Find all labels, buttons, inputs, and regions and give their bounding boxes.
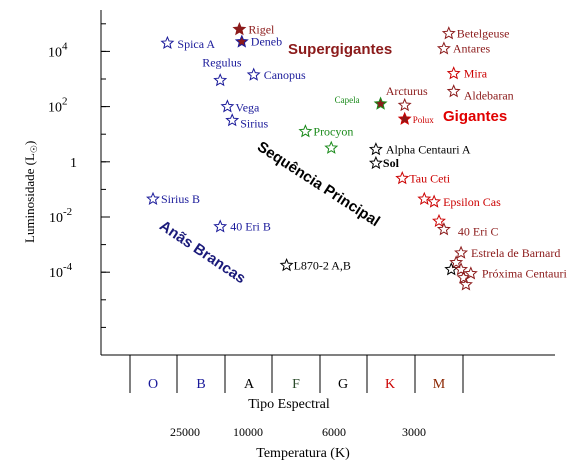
star-marker bbox=[441, 26, 456, 40]
y-axis-label-close: ) bbox=[22, 141, 37, 145]
y-tick-base: 10 bbox=[48, 45, 62, 60]
star-label: Sirius B bbox=[161, 192, 200, 206]
y-tick-exp: -2 bbox=[63, 206, 72, 218]
region-labels: Supergigantes Gigantes Sequência Principal… bbox=[156, 41, 507, 287]
star-marker bbox=[225, 113, 240, 127]
star-marker bbox=[234, 34, 249, 48]
star-marker bbox=[246, 67, 261, 81]
x-tick-label: A bbox=[244, 377, 255, 392]
y-tick-exp: 4 bbox=[62, 40, 68, 52]
star-label: Procyon bbox=[313, 124, 353, 138]
y-tick-label: 1 bbox=[70, 156, 77, 171]
region-label: Gigantes bbox=[443, 108, 507, 125]
star-marker bbox=[463, 266, 478, 280]
star-label: Tau Ceti bbox=[409, 171, 450, 185]
star-label: Betelgeuse bbox=[457, 26, 510, 40]
star-label: 40 Eri B bbox=[230, 220, 271, 234]
temperature-tick-label: 6000 bbox=[322, 425, 346, 439]
region-label: Supergigantes bbox=[288, 41, 392, 58]
y-tick-label: 10-4 bbox=[49, 261, 73, 281]
star-marker bbox=[446, 84, 461, 98]
temperature-tick-label: 10000 bbox=[233, 425, 263, 439]
y-axis-label-main: Luminosidade (L bbox=[22, 153, 37, 243]
y-tick-base: 10 bbox=[48, 101, 62, 116]
star-marker bbox=[368, 155, 383, 170]
star-marker bbox=[397, 97, 412, 112]
star-marker bbox=[298, 124, 313, 138]
region-label: Sequência Principal bbox=[254, 138, 383, 230]
star-marker bbox=[373, 96, 388, 110]
star-marker bbox=[279, 257, 294, 272]
x-tick-label: K bbox=[385, 377, 395, 392]
star-marker bbox=[458, 277, 473, 291]
star-label: Próxima Centauri bbox=[482, 267, 568, 281]
star-label: L870-2 A,B bbox=[294, 258, 351, 272]
star-marker bbox=[446, 66, 461, 80]
x-tick-label: B bbox=[196, 377, 205, 392]
star-marker bbox=[417, 191, 432, 205]
star-marker bbox=[220, 99, 235, 113]
y-axis-label: Luminosidade (L☉) bbox=[22, 141, 39, 243]
star-label: Spica A bbox=[177, 37, 215, 51]
star-marker bbox=[232, 22, 247, 36]
star-marker bbox=[454, 262, 469, 276]
x-tick-label: F bbox=[292, 377, 300, 392]
y-tick-exp: 2 bbox=[62, 96, 68, 108]
star-label: Regulus bbox=[202, 55, 242, 69]
temperature-axis-label: Temperatura (K) bbox=[256, 446, 350, 461]
y-tick-label: 104 bbox=[48, 40, 68, 60]
star-label: Epsilon Cas bbox=[443, 195, 501, 209]
y-axis-label-sub: ☉ bbox=[29, 145, 39, 153]
x-tick-label: O bbox=[148, 377, 158, 392]
star-marker bbox=[213, 219, 228, 233]
star-marker bbox=[427, 194, 442, 208]
temperature-tick-label: 3000 bbox=[402, 425, 426, 439]
star-marker bbox=[213, 73, 228, 87]
star-marker bbox=[160, 35, 175, 50]
star-label: Sirius bbox=[240, 116, 268, 130]
y-tick-base: 1 bbox=[70, 156, 77, 171]
y-tick-exp: -4 bbox=[63, 261, 73, 273]
y-tick-label: 10-2 bbox=[49, 206, 72, 226]
star-label: Deneb bbox=[251, 35, 282, 49]
star-label: Arcturus bbox=[386, 84, 428, 98]
star-label: Rigel bbox=[248, 22, 275, 36]
star-marker bbox=[444, 262, 459, 276]
x-axis-label: Tipo Espectral bbox=[248, 397, 330, 412]
star-marker bbox=[436, 222, 451, 236]
y-tick-label: 102 bbox=[48, 96, 68, 116]
star-label: Antares bbox=[453, 42, 491, 56]
star-marker bbox=[449, 255, 464, 269]
star-marker bbox=[454, 245, 469, 259]
temperature-tick-label: 25000 bbox=[170, 425, 200, 439]
star-label: Mira bbox=[464, 66, 488, 80]
star-marker bbox=[368, 142, 383, 156]
star-label: Polux bbox=[413, 115, 435, 125]
star-marker bbox=[397, 111, 412, 125]
y-tick-base: 10 bbox=[49, 211, 63, 226]
x-tick-label: G bbox=[338, 377, 348, 392]
star-marker bbox=[146, 191, 160, 205]
star-label: Aldebaran bbox=[464, 88, 514, 102]
star-marker bbox=[324, 140, 339, 154]
star-label: Capela bbox=[335, 95, 360, 105]
x-tick-label: M bbox=[433, 377, 446, 392]
star-label: Vega bbox=[235, 101, 260, 115]
star-marker bbox=[395, 171, 410, 185]
star-label: Sol bbox=[383, 156, 400, 170]
star-label: Estrela de Barnard bbox=[471, 246, 560, 260]
star-marker bbox=[432, 213, 446, 228]
star-label: Alpha Centauri A bbox=[386, 142, 471, 156]
star-label: 40 Eri C bbox=[458, 224, 499, 238]
y-tick-base: 10 bbox=[49, 266, 63, 281]
star-label: Canopus bbox=[264, 68, 306, 82]
star-marker bbox=[436, 41, 451, 55]
temperature-tick-labels: 25000 10000 6000 3000 bbox=[170, 425, 426, 439]
